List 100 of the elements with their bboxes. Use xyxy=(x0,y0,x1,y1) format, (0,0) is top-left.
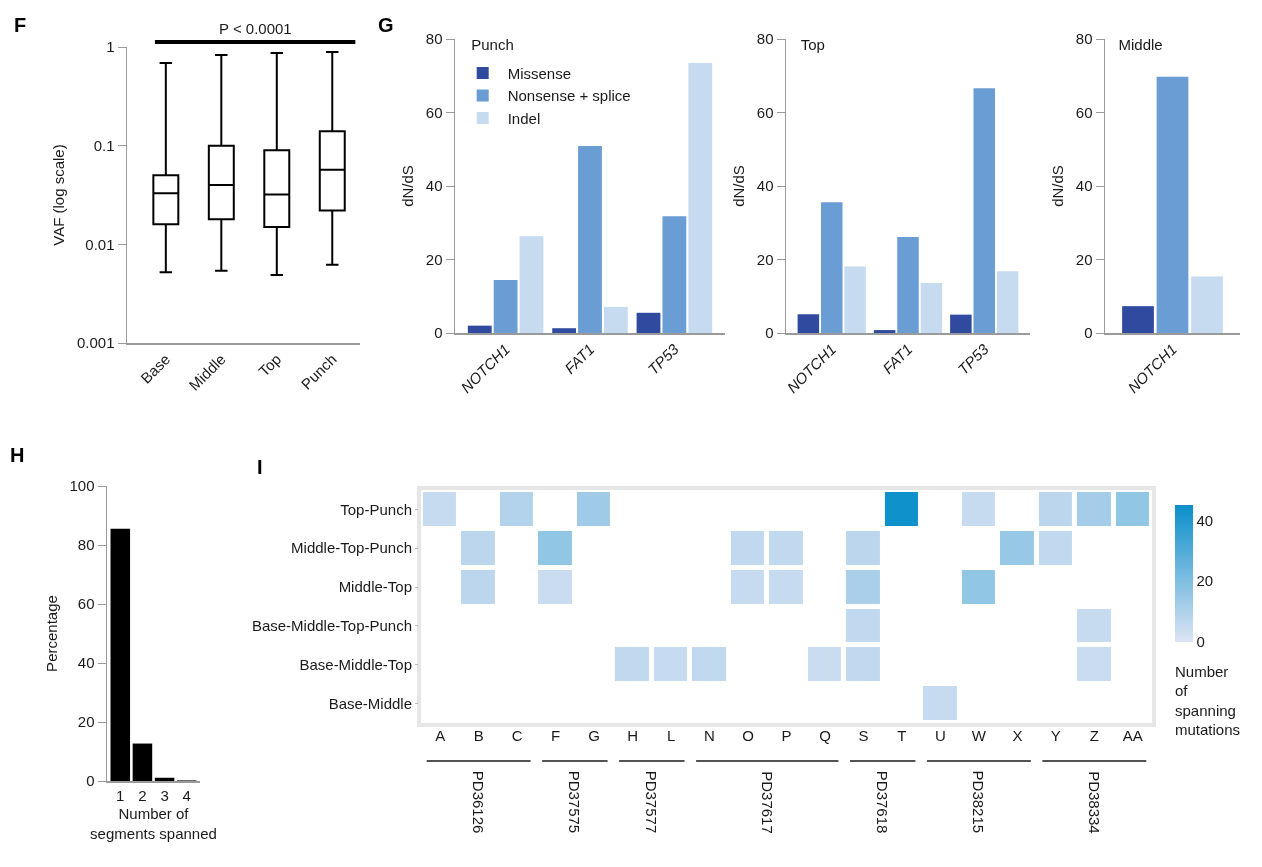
x-tick-label: W xyxy=(971,727,987,744)
y-tick-label: Middle-Top xyxy=(338,578,412,596)
x-tick-label: C xyxy=(511,727,523,744)
y-tick-label: 20 xyxy=(756,250,774,268)
bar xyxy=(897,237,919,333)
x-tick-label: Top xyxy=(255,350,285,380)
y-tick-label: 40 xyxy=(425,177,443,195)
bar xyxy=(1122,306,1154,333)
bar xyxy=(154,777,175,781)
color-bar-label: 0 xyxy=(1196,632,1205,650)
y-tick-label: 40 xyxy=(756,177,774,195)
text: PD38215 xyxy=(970,770,988,834)
bar xyxy=(519,236,544,333)
y-axis-title: VAF (log scale) xyxy=(50,144,68,246)
text: PD36126 xyxy=(470,770,488,834)
y-tick-label: 100 xyxy=(69,477,95,495)
bar xyxy=(578,145,602,333)
color-bar-label: 20 xyxy=(1196,572,1214,590)
x-tick-label: Y xyxy=(1050,727,1061,744)
bar xyxy=(552,328,577,333)
y-axis-title: dN/dS xyxy=(1049,165,1067,207)
y-tick-label: 80 xyxy=(756,30,774,48)
y-tick-label: 0.001 xyxy=(76,334,115,352)
text: PD37618 xyxy=(874,770,892,834)
text: P < 0.0001 xyxy=(219,20,292,37)
bar xyxy=(920,283,943,333)
y-axis-title: dN/dS xyxy=(730,165,748,207)
y-axis-title: Percentage xyxy=(42,595,60,672)
y-tick-label: 80 xyxy=(1075,30,1093,48)
color-bar-label: 40 xyxy=(1196,511,1214,529)
y-tick-label: 40 xyxy=(77,654,95,672)
x-tick-label: O xyxy=(742,727,754,744)
y-tick-label: Base-Middle-Top-Punch xyxy=(251,617,412,635)
text: PD38334 xyxy=(1085,771,1103,834)
x-tick-label: 3 xyxy=(160,786,169,804)
x-axis-title: Number of segments spanned xyxy=(90,805,217,842)
chart-title: Middle xyxy=(1118,35,1163,53)
y-tick-label: 60 xyxy=(1075,103,1093,121)
y-tick-label: 0 xyxy=(434,324,443,342)
bar xyxy=(132,743,153,781)
y-tick-label: 0 xyxy=(1084,324,1093,342)
y-tick-label: Top-Punch xyxy=(340,500,412,518)
bar xyxy=(662,216,687,333)
text: G xyxy=(378,14,394,36)
bar xyxy=(1191,276,1223,333)
x-tick-label: B xyxy=(473,727,484,744)
x-tick-label: P xyxy=(781,727,792,744)
x-tick-label: Z xyxy=(1089,727,1099,744)
y-tick-label: 20 xyxy=(1075,250,1093,268)
text: I xyxy=(257,456,263,478)
text: H xyxy=(10,444,25,466)
legend-label: Missense xyxy=(507,64,572,82)
color-bar-title: Number of spanning mutations xyxy=(1175,662,1241,739)
chart-title: Top xyxy=(800,35,825,53)
y-tick-label: Base-Middle-Top xyxy=(299,656,412,674)
y-tick-label: 1 xyxy=(106,38,115,56)
x-tick-label: L xyxy=(666,727,676,744)
x-tick-label: AA xyxy=(1122,727,1143,744)
bar xyxy=(1156,76,1189,333)
y-tick-label: Base-Middle xyxy=(328,694,412,712)
bar xyxy=(110,528,131,781)
x-tick-label: G xyxy=(588,727,600,744)
x-tick-label: N xyxy=(704,727,715,744)
y-tick-label: 40 xyxy=(1075,177,1093,195)
x-tick-label: X xyxy=(1012,727,1023,744)
bar xyxy=(950,314,972,333)
bar xyxy=(996,271,1019,333)
bar xyxy=(820,202,843,333)
text: PD37617 xyxy=(758,771,776,834)
x-tick-label: 2 xyxy=(138,786,147,804)
bar xyxy=(973,88,996,333)
bar xyxy=(493,280,518,333)
legend-label: Indel xyxy=(507,109,541,127)
y-tick-label: 20 xyxy=(77,713,95,731)
y-tick-label: 80 xyxy=(77,536,95,554)
x-tick-label: T xyxy=(897,727,907,744)
bar xyxy=(467,325,492,333)
y-tick-label: 60 xyxy=(77,595,95,613)
x-tick-label: U xyxy=(935,727,946,744)
text: PD37575 xyxy=(566,770,584,834)
y-tick-label: Middle-Top-Punch xyxy=(291,539,412,557)
legend-label: Nonsense + splice xyxy=(507,87,631,105)
y-tick-label: 60 xyxy=(756,103,774,121)
x-tick-label: A xyxy=(435,727,446,744)
bar xyxy=(873,330,896,333)
y-tick-label: 20 xyxy=(425,250,443,268)
bar xyxy=(603,306,628,333)
x-tick-label: Q xyxy=(819,727,831,744)
text: PD37577 xyxy=(643,770,661,834)
y-tick-label: 80 xyxy=(425,30,443,48)
y-axis-title: dN/dS xyxy=(399,165,417,207)
x-tick-label: F xyxy=(551,727,561,744)
bar xyxy=(797,314,820,333)
x-tick-label: 4 xyxy=(182,786,191,804)
y-tick-label: 0 xyxy=(765,324,774,342)
x-tick-label: H xyxy=(627,727,638,744)
y-tick-label: 0 xyxy=(86,772,95,790)
y-tick-label: 60 xyxy=(425,103,443,121)
x-tick-label: S xyxy=(858,727,869,744)
bar xyxy=(688,62,713,333)
